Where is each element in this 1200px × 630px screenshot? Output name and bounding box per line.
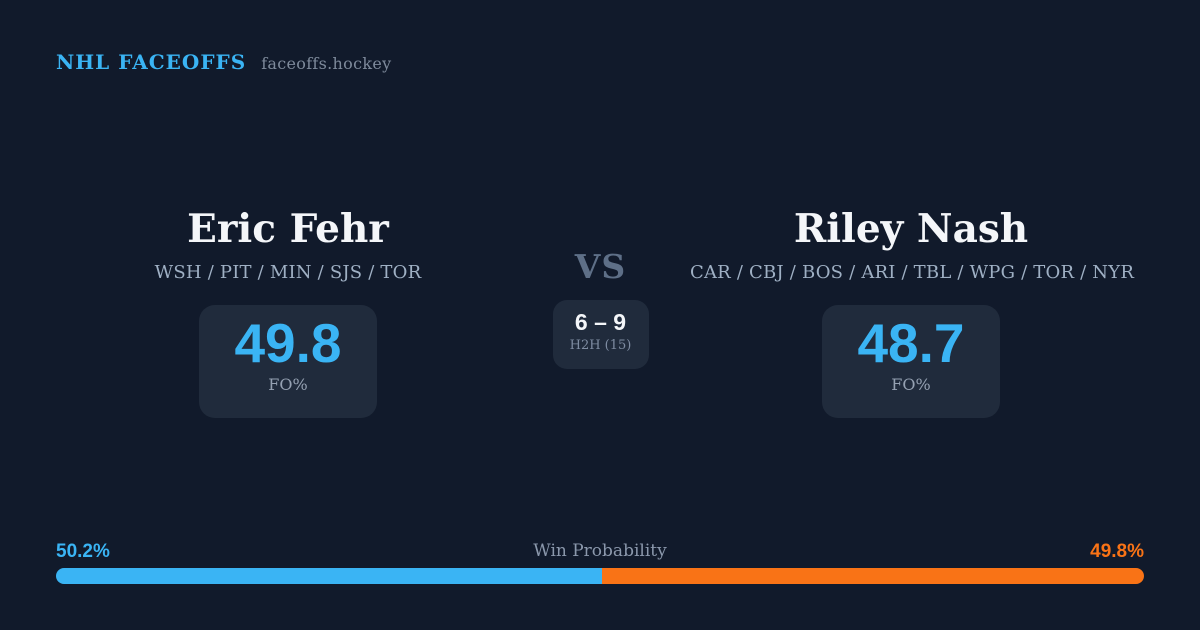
h2h-score: 6 – 9	[574, 309, 627, 335]
player-name: Riley Nash	[793, 206, 1029, 252]
player-panel-left: Eric Fehr WSH / PIT / MIN / SJS / TOR 49…	[88, 208, 488, 418]
winprob-bar-right-segment	[602, 568, 1144, 584]
player-teams: CAR / CBJ / BOS / ARI / TBL / WPG / TOR …	[690, 261, 1135, 283]
fo-label: FO%	[891, 375, 931, 395]
winprob-bar	[56, 568, 1144, 584]
winprob-label: Win Probability	[533, 541, 667, 561]
player-teams: WSH / PIT / MIN / SJS / TOR	[154, 261, 422, 283]
fo-stat-card: 48.7 FO%	[822, 304, 1000, 418]
h2h-label: H2H (15)	[569, 337, 632, 353]
winprob-right-pct: 49.8%	[1090, 541, 1144, 562]
fo-label: FO%	[268, 375, 308, 395]
player-name: Eric Fehr	[187, 206, 389, 252]
winprob-labels: 50.2% Win Probability 49.8%	[56, 541, 1144, 563]
brand-logo: NHL FACEOFFS	[56, 50, 247, 74]
header: NHL FACEOFFS faceoffs.hockey	[56, 50, 391, 74]
fo-value: 49.8	[234, 311, 342, 374]
winprob-bar-left-segment	[56, 568, 603, 584]
vs-label: VS	[574, 247, 627, 286]
player-panel-right: Riley Nash CAR / CBJ / BOS / ARI / TBL /…	[690, 206, 1135, 418]
fo-stat-card: 49.8 FO%	[199, 304, 377, 418]
h2h-card: 6 – 9 H2H (15)	[552, 300, 649, 369]
vs-panel: VS 6 – 9 H2H (15)	[540, 250, 661, 369]
winprob-left-pct: 50.2%	[56, 541, 110, 562]
fo-value: 48.7	[857, 311, 965, 374]
site-domain: faceoffs.hockey	[261, 54, 392, 73]
